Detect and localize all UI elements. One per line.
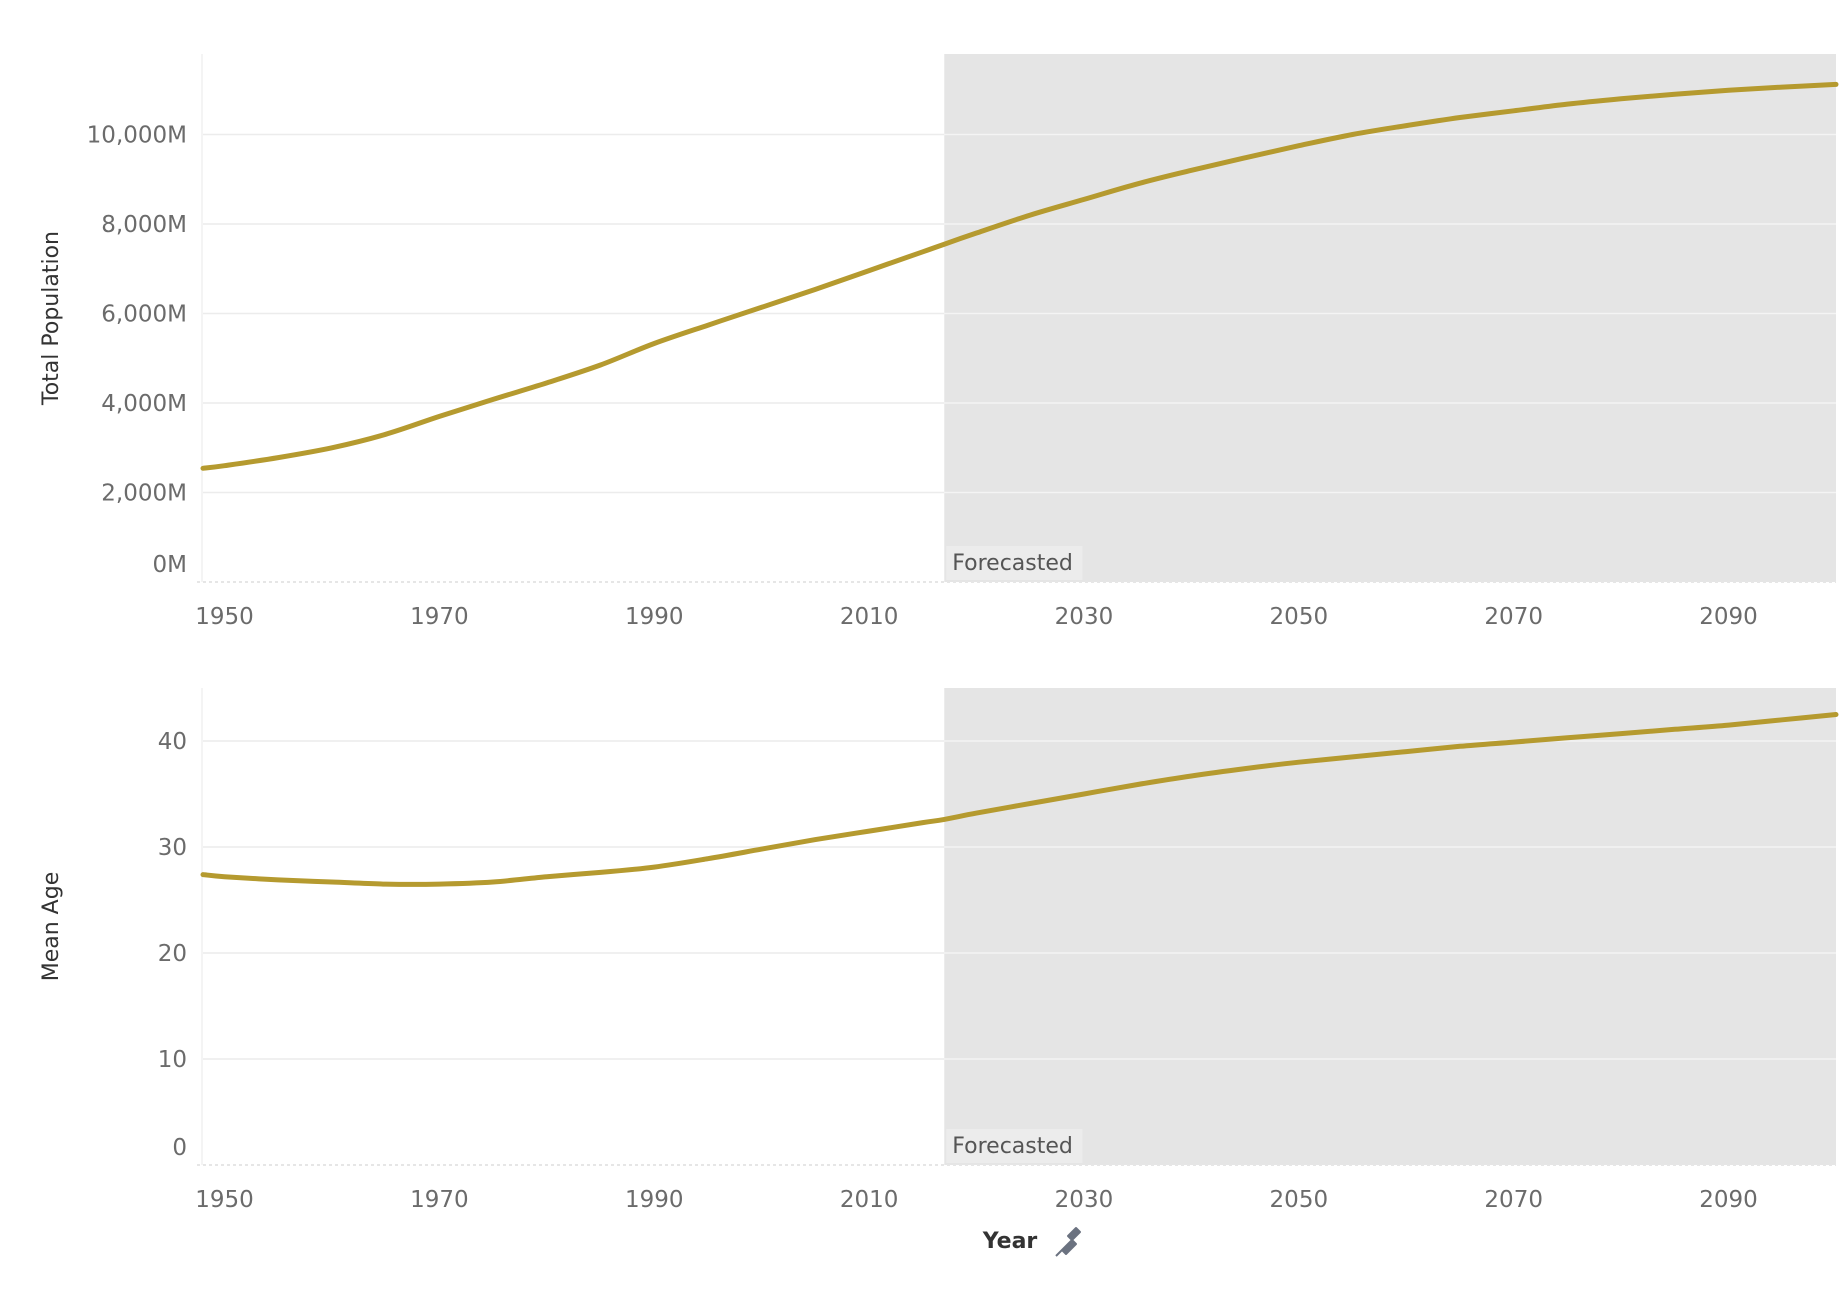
forecast-label: Forecasted	[952, 1134, 1073, 1159]
y-tick-label: 30	[158, 835, 187, 861]
x-tick-label: 2090	[1699, 1187, 1758, 1213]
x-tick-label: 2030	[1055, 1187, 1114, 1213]
y-tick-label: 10	[158, 1047, 187, 1073]
forecast-region	[944, 688, 1836, 1165]
x-tick-label: 2050	[1270, 604, 1329, 630]
y-tick-label: 2,000M	[101, 481, 187, 507]
y-tick-label: 4,000M	[101, 391, 187, 417]
x-tick-label: 2050	[1270, 1187, 1329, 1213]
forecast-region	[944, 54, 1836, 582]
y-tick-label: 20	[158, 941, 187, 967]
x-tick-label: 2010	[840, 604, 899, 630]
x-tick-label: 1970	[410, 1187, 469, 1213]
series-line	[200, 81, 1839, 471]
x-axis-title-group: Year	[982, 1227, 1081, 1257]
pin-icon[interactable]	[1055, 1227, 1081, 1257]
y-tick-label: 0	[172, 1135, 187, 1161]
x-tick-label: 2070	[1484, 604, 1543, 630]
x-tick-label: 1970	[410, 604, 469, 630]
x-tick-label: 2090	[1699, 604, 1758, 630]
forecast-label-bg	[946, 1129, 1083, 1163]
y-tick-label: 6,000M	[101, 302, 187, 328]
x-tick-label: 2010	[840, 1187, 899, 1213]
x-tick-label: 1950	[195, 604, 254, 630]
x-axis-title: Year	[982, 1229, 1038, 1254]
x-tick-label: 2030	[1055, 604, 1114, 630]
y-tick-label: 0M	[153, 552, 187, 578]
forecast-label-bg	[946, 546, 1083, 580]
series-line	[200, 712, 1839, 887]
forecast-label: Forecasted	[952, 551, 1073, 576]
y-tick-label: 8,000M	[101, 212, 187, 238]
x-tick-label: 1990	[625, 1187, 684, 1213]
x-tick-label: 1990	[625, 604, 684, 630]
x-tick-label: 2070	[1484, 1187, 1543, 1213]
y-axis-title: Mean Age	[39, 872, 64, 981]
y-tick-label: 10,000M	[87, 123, 187, 149]
y-axis-title: Total Population	[39, 231, 64, 406]
y-tick-label: 40	[158, 729, 187, 755]
x-tick-label: 1950	[195, 1187, 254, 1213]
total-population-panel: 0M 2,000M 4,000M 6,000M 8,000M 10,000M 1950 197…	[39, 54, 1839, 630]
